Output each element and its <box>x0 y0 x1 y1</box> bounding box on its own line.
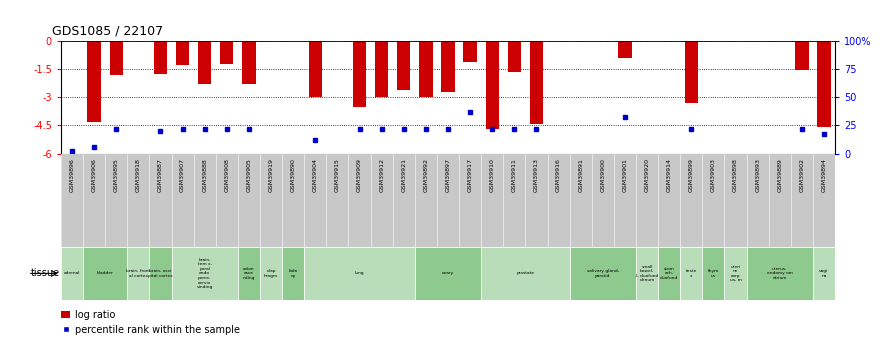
Text: tissue: tissue <box>30 268 60 278</box>
Bar <box>570 247 636 300</box>
Text: GSM39913: GSM39913 <box>534 158 539 192</box>
Text: colon
asce
nding: colon asce nding <box>243 267 255 280</box>
Text: brain, front
al cortex: brain, front al cortex <box>126 269 151 278</box>
Text: brain, occi
pital cortex: brain, occi pital cortex <box>148 269 173 278</box>
Text: uterus,
endomy om
etrium: uterus, endomy om etrium <box>767 267 793 280</box>
Text: GSM39887: GSM39887 <box>158 158 163 192</box>
Bar <box>725 247 746 300</box>
Text: prostate: prostate <box>516 272 535 275</box>
Text: GSM39914: GSM39914 <box>667 158 672 192</box>
Text: GSM39888: GSM39888 <box>202 158 207 192</box>
Bar <box>176 41 189 65</box>
Bar <box>442 41 454 92</box>
Text: GSM39907: GSM39907 <box>180 158 185 192</box>
Bar <box>486 41 499 129</box>
Text: GSM39911: GSM39911 <box>512 158 517 192</box>
Bar <box>481 247 570 300</box>
Bar <box>746 247 813 300</box>
Text: GSM39896: GSM39896 <box>70 158 74 192</box>
Bar <box>375 41 388 97</box>
Bar <box>61 247 83 300</box>
Text: kidn
ey: kidn ey <box>289 269 297 278</box>
Bar <box>171 247 237 300</box>
Text: GSM39908: GSM39908 <box>224 158 229 192</box>
Bar <box>702 247 725 300</box>
Bar <box>796 41 808 70</box>
Text: salivary gland,
parotid: salivary gland, parotid <box>587 269 619 278</box>
Bar <box>618 41 632 58</box>
Bar <box>237 247 260 300</box>
Text: GSM39917: GSM39917 <box>468 158 472 192</box>
Text: GSM39912: GSM39912 <box>379 158 384 192</box>
Text: GSM39897: GSM39897 <box>445 158 451 192</box>
Text: GSM39901: GSM39901 <box>623 158 627 192</box>
Text: diap
hragm: diap hragm <box>264 269 278 278</box>
Bar <box>397 41 410 90</box>
Text: GSM39906: GSM39906 <box>91 158 97 192</box>
Text: adrenal: adrenal <box>64 272 81 275</box>
Text: GSM39921: GSM39921 <box>401 158 406 192</box>
Text: GSM39918: GSM39918 <box>136 158 141 192</box>
Text: GSM39915: GSM39915 <box>335 158 340 192</box>
Bar <box>220 41 234 64</box>
Bar <box>636 247 659 300</box>
Legend: log ratio, percentile rank within the sample: log ratio, percentile rank within the sa… <box>56 306 245 338</box>
Text: GSM39916: GSM39916 <box>556 158 561 192</box>
Text: GSM39920: GSM39920 <box>644 158 650 192</box>
Bar <box>88 41 100 122</box>
Bar <box>813 247 835 300</box>
Bar <box>109 41 123 75</box>
Text: GSM39891: GSM39891 <box>578 158 583 192</box>
Text: GSM39899: GSM39899 <box>689 158 694 192</box>
Bar <box>282 247 305 300</box>
Text: GSM39905: GSM39905 <box>246 158 252 192</box>
Text: lung: lung <box>355 272 365 275</box>
Bar <box>308 41 322 97</box>
Bar <box>419 41 433 97</box>
Text: bladder: bladder <box>97 272 114 275</box>
Text: GSM39890: GSM39890 <box>290 158 296 192</box>
Text: GSM39904: GSM39904 <box>313 158 318 192</box>
Text: GSM39910: GSM39910 <box>490 158 495 192</box>
Bar <box>353 41 366 107</box>
Bar <box>530 41 543 124</box>
Bar <box>685 41 698 103</box>
Bar <box>242 41 255 85</box>
Bar <box>305 247 415 300</box>
Bar <box>83 247 127 300</box>
Bar <box>463 41 477 62</box>
Bar <box>260 247 282 300</box>
Text: GSM39892: GSM39892 <box>424 158 428 192</box>
Text: ovary: ovary <box>442 272 454 275</box>
Text: GSM39900: GSM39900 <box>600 158 606 192</box>
Text: brain,
tem x,
poral
endo
porce,
cervix
vinding: brain, tem x, poral endo porce, cervix v… <box>196 258 213 289</box>
Text: thym
us: thym us <box>708 269 719 278</box>
Bar <box>680 247 702 300</box>
Bar <box>154 41 167 74</box>
Bar <box>150 247 171 300</box>
Bar <box>817 41 831 127</box>
Text: GSM39893: GSM39893 <box>755 158 760 192</box>
Text: GSM39902: GSM39902 <box>799 158 805 192</box>
Bar <box>508 41 521 72</box>
Text: teste
s: teste s <box>685 269 697 278</box>
Text: GSM39895: GSM39895 <box>114 158 119 192</box>
Text: GSM39919: GSM39919 <box>269 158 273 192</box>
Text: GSM39889: GSM39889 <box>777 158 782 192</box>
Text: uteri
ne
corp
us, m: uteri ne corp us, m <box>729 265 742 282</box>
Bar <box>415 247 481 300</box>
Text: small
bowel,
l, duofund
denum: small bowel, l, duofund denum <box>636 265 659 282</box>
Text: GSM39898: GSM39898 <box>733 158 738 192</box>
Text: GSM39903: GSM39903 <box>711 158 716 192</box>
Text: vagi
na: vagi na <box>819 269 829 278</box>
Text: stom
ach,
duofund: stom ach, duofund <box>660 267 678 280</box>
Bar <box>659 247 680 300</box>
Bar <box>127 247 150 300</box>
Text: GSM39894: GSM39894 <box>822 158 826 192</box>
Text: GDS1085 / 22107: GDS1085 / 22107 <box>52 24 163 37</box>
Text: GSM39909: GSM39909 <box>357 158 362 192</box>
Bar <box>198 41 211 85</box>
